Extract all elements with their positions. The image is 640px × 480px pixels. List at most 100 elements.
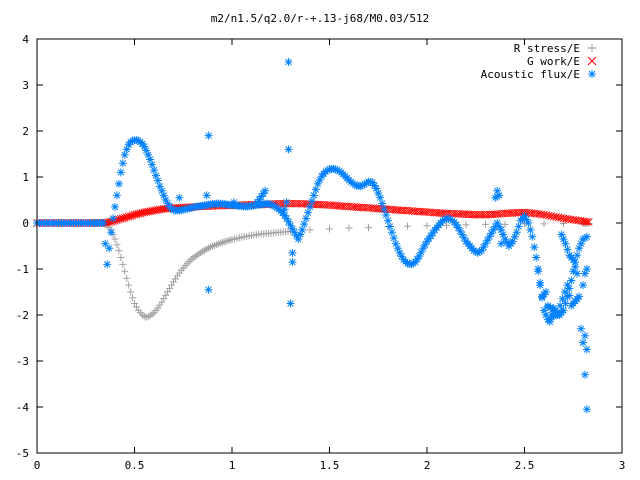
point: [306, 226, 314, 234]
point: [563, 245, 572, 254]
point: [280, 211, 289, 220]
point: [575, 244, 584, 253]
point: [574, 216, 582, 225]
point: [157, 186, 166, 195]
point: [140, 142, 149, 151]
point: [580, 233, 589, 242]
point: [417, 248, 426, 257]
point: [506, 239, 515, 248]
point: [506, 209, 514, 217]
point: [69, 219, 78, 227]
point: [378, 199, 387, 208]
point: [564, 215, 573, 223]
point: [179, 264, 187, 272]
point: [346, 177, 355, 186]
point: [485, 232, 494, 241]
point: [151, 171, 160, 180]
point: [558, 294, 567, 303]
point: [452, 220, 461, 229]
point: [309, 191, 318, 200]
point: [294, 235, 303, 244]
point: [282, 214, 291, 223]
point: [457, 210, 465, 218]
point: [280, 205, 289, 214]
point: [552, 213, 561, 221]
point: [426, 231, 435, 240]
point: [482, 220, 489, 228]
point: [540, 220, 548, 228]
point: [580, 370, 589, 379]
y-tick-label: -1: [16, 263, 29, 276]
point: [393, 244, 402, 253]
point: [561, 299, 570, 308]
point: [581, 217, 589, 226]
point: [150, 166, 158, 175]
point: [343, 174, 352, 183]
point: [210, 241, 218, 249]
point: [319, 169, 328, 178]
point: [408, 207, 417, 215]
point: [284, 145, 293, 154]
point: [491, 193, 500, 202]
point: [428, 228, 437, 237]
point: [565, 291, 574, 300]
point: [292, 231, 301, 240]
point: [50, 219, 59, 227]
point: [183, 260, 191, 268]
point: [401, 257, 410, 266]
point: [284, 58, 293, 66]
point: [524, 219, 533, 227]
point: [204, 131, 213, 140]
point: [547, 311, 556, 319]
point: [557, 308, 566, 317]
point: [301, 200, 309, 208]
point: [476, 210, 485, 219]
point: [582, 265, 591, 273]
point: [389, 205, 397, 214]
point: [458, 230, 467, 239]
point: [175, 193, 184, 202]
point: [366, 178, 375, 187]
point: [395, 248, 404, 257]
point: [493, 219, 502, 227]
y-tick-label: 2: [22, 125, 29, 138]
point: [547, 212, 556, 220]
point: [146, 155, 155, 164]
point: [359, 203, 368, 212]
point: [535, 210, 543, 218]
point: [573, 251, 582, 260]
point: [204, 285, 213, 294]
point: [493, 186, 502, 195]
y-tick-label: 0: [22, 217, 29, 230]
point: [382, 210, 391, 219]
point: [579, 338, 587, 347]
point: [116, 168, 125, 177]
point: [111, 235, 119, 243]
point: [404, 222, 411, 230]
legend-marker: [587, 56, 597, 66]
legend-label: R stress/E: [514, 42, 580, 55]
chart-title: m2/n1.5/q2.0/r-+.13-j68/M0.03/512: [211, 12, 430, 25]
point: [339, 170, 348, 179]
point: [443, 221, 450, 229]
point: [261, 186, 270, 195]
point: [123, 274, 131, 282]
point: [579, 281, 587, 290]
point: [132, 303, 140, 311]
point: [477, 246, 486, 255]
point: [546, 303, 555, 312]
point: [354, 181, 363, 190]
point: [101, 239, 110, 248]
point: [582, 405, 591, 414]
point: [542, 211, 551, 220]
point: [372, 184, 381, 193]
point: [193, 251, 201, 259]
point: [175, 269, 183, 277]
point: [577, 324, 586, 333]
point: [467, 210, 475, 219]
point: [300, 220, 309, 229]
point: [160, 295, 168, 303]
point: [190, 202, 199, 211]
point: [171, 275, 179, 283]
